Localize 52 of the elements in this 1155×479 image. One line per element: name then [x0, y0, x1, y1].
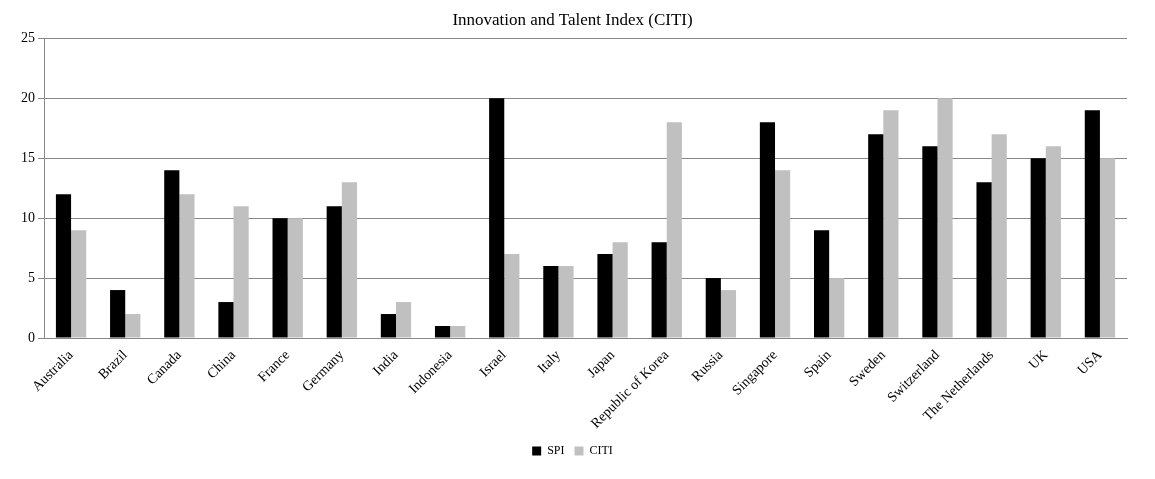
legend-label: SPI: [547, 443, 565, 458]
bar: [179, 194, 195, 338]
bar: [976, 182, 992, 338]
bar: [233, 206, 249, 338]
bar: [543, 266, 559, 338]
bar: [720, 290, 737, 338]
y-tick-label: 10: [21, 209, 35, 225]
bar: [164, 170, 180, 338]
x-tick-label: USA: [1074, 346, 1106, 378]
bar: [489, 98, 505, 338]
bar: [1030, 158, 1046, 338]
bar: [380, 314, 396, 338]
bar: [829, 278, 845, 338]
bar: [922, 146, 938, 338]
bar: [110, 290, 126, 338]
bar: [1084, 110, 1100, 338]
y-tick-label: 15: [21, 149, 35, 165]
bar: [883, 110, 899, 338]
bar: [558, 266, 574, 338]
bar: [434, 326, 451, 338]
bar: [450, 326, 466, 338]
bar: [868, 134, 884, 338]
x-tick-label: UK: [1025, 347, 1051, 372]
bar: [759, 122, 776, 338]
bar: [705, 278, 721, 338]
y-tick-label: 0: [28, 329, 35, 345]
bar: [991, 134, 1007, 338]
bar: [504, 254, 520, 338]
bar: [666, 122, 682, 338]
bar: [814, 230, 830, 338]
y-tick-label: 5: [28, 269, 35, 285]
bar: [326, 206, 342, 338]
y-tick-label: 20: [21, 89, 35, 105]
x-tick-label: Italy: [534, 347, 564, 376]
bar: [287, 218, 303, 338]
bar: [218, 302, 234, 338]
bar: [937, 98, 953, 338]
bar: [597, 254, 613, 338]
legend-label: CITI: [589, 443, 613, 458]
bar: [612, 242, 628, 338]
bar: [71, 230, 87, 338]
bar: [651, 242, 667, 338]
bar: [125, 314, 141, 338]
y-tick-label: 25: [21, 30, 35, 46]
bar: [1099, 158, 1116, 338]
bar: [55, 194, 72, 338]
bar: [341, 182, 357, 338]
bar: [272, 218, 288, 338]
bar: [775, 170, 791, 338]
bar: [1045, 146, 1061, 338]
chart-title: Innovation and Talent Index (CITI): [452, 9, 693, 29]
bar: [395, 302, 412, 338]
